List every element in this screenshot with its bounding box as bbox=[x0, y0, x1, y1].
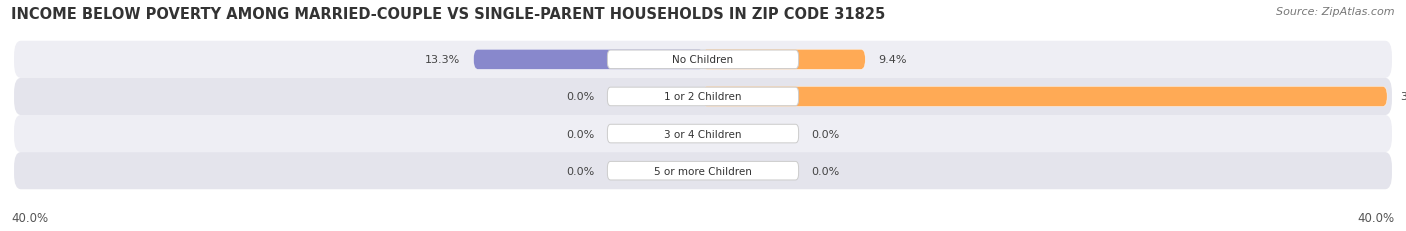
Text: INCOME BELOW POVERTY AMONG MARRIED-COUPLE VS SINGLE-PARENT HOUSEHOLDS IN ZIP COD: INCOME BELOW POVERTY AMONG MARRIED-COUPL… bbox=[11, 7, 886, 22]
Text: 9.4%: 9.4% bbox=[879, 55, 907, 65]
Text: 13.3%: 13.3% bbox=[425, 55, 460, 65]
Text: 0.0%: 0.0% bbox=[567, 166, 595, 176]
FancyBboxPatch shape bbox=[474, 50, 703, 70]
FancyBboxPatch shape bbox=[607, 88, 799, 106]
FancyBboxPatch shape bbox=[607, 51, 799, 69]
FancyBboxPatch shape bbox=[14, 79, 1392, 116]
Text: Source: ZipAtlas.com: Source: ZipAtlas.com bbox=[1277, 7, 1395, 17]
Text: 3 or 4 Children: 3 or 4 Children bbox=[664, 129, 742, 139]
Text: 40.0%: 40.0% bbox=[11, 211, 48, 224]
Text: 0.0%: 0.0% bbox=[567, 129, 595, 139]
FancyBboxPatch shape bbox=[14, 152, 1392, 189]
Text: 0.0%: 0.0% bbox=[811, 129, 839, 139]
Legend: Married Couples, Single Parents: Married Couples, Single Parents bbox=[589, 227, 817, 231]
FancyBboxPatch shape bbox=[607, 125, 799, 143]
FancyBboxPatch shape bbox=[703, 87, 1388, 107]
Text: 39.7%: 39.7% bbox=[1400, 92, 1406, 102]
FancyBboxPatch shape bbox=[703, 50, 865, 70]
FancyBboxPatch shape bbox=[14, 42, 1392, 79]
FancyBboxPatch shape bbox=[607, 162, 799, 180]
Text: No Children: No Children bbox=[672, 55, 734, 65]
Text: 0.0%: 0.0% bbox=[811, 166, 839, 176]
Text: 0.0%: 0.0% bbox=[567, 92, 595, 102]
Text: 40.0%: 40.0% bbox=[1358, 211, 1395, 224]
Text: 5 or more Children: 5 or more Children bbox=[654, 166, 752, 176]
Text: 1 or 2 Children: 1 or 2 Children bbox=[664, 92, 742, 102]
FancyBboxPatch shape bbox=[14, 116, 1392, 152]
